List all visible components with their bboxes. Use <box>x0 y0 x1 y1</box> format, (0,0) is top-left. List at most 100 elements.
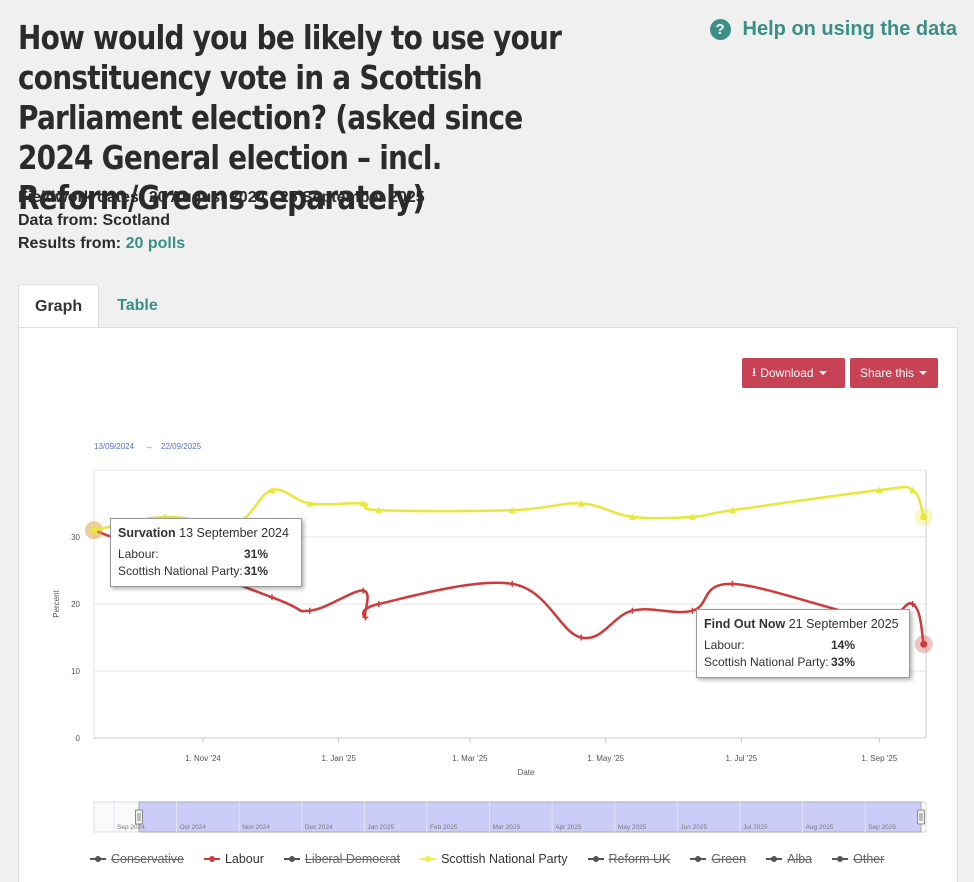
tooltip-last-poll: Find Out Now 21 September 2025 Labour: 14… <box>696 609 910 678</box>
x-tick-label: 1. Jan '25 <box>321 754 356 763</box>
labour-point[interactable] <box>578 634 585 641</box>
legend-item[interactable]: Scottish National Party <box>420 852 568 866</box>
scottish-national-party-point[interactable] <box>359 500 367 507</box>
range-navigator[interactable]: Sep 2024 Oct 2024 Nov 2024 Dec 2024 Jan 2025… <box>93 801 927 833</box>
fieldwork-label: Fieldwork dates: <box>18 189 145 206</box>
legend-symbol-icon <box>90 856 106 862</box>
legend-label: Green <box>711 852 747 866</box>
legend-item[interactable]: Green <box>690 852 746 866</box>
legend-symbol-icon <box>203 856 220 862</box>
navigator-month-label: Feb 2025 <box>430 824 458 831</box>
scottish-national-party-point[interactable] <box>728 506 736 514</box>
page-title: How would you be likely to use your cons… <box>18 19 562 217</box>
labour-point[interactable] <box>362 614 369 621</box>
x-tick-label: 1. Nov '24 <box>185 754 221 763</box>
legend-item[interactable]: Labour <box>203 852 264 866</box>
tooltip-value: 33% <box>830 655 855 669</box>
legend-item[interactable]: Alba <box>766 852 812 866</box>
y-tick-label: 20 <box>71 600 80 609</box>
poll-metadata: Fieldwork dates: 20 August 2024 - 25 Sep… <box>18 186 425 255</box>
labour-hover-point <box>920 640 928 648</box>
polls-link[interactable]: 20 polls <box>125 235 186 252</box>
tooltip-first-poll: Survation 13 September 2024 Labour: 31% S… <box>110 518 302 587</box>
axes: 0 10 20 30 1. Nov '24 1. Jan '25 1. Mar '25 1. … <box>52 533 898 777</box>
scottish-national-party-hover-point <box>90 526 98 534</box>
legend-label: Scottish National Party <box>441 852 568 866</box>
navigator-month-label: Apr 2025 <box>555 824 582 831</box>
tooltip-value: 31% <box>243 564 268 578</box>
navigator-month-label: Sep 2025 <box>868 824 896 831</box>
x-tick-label: 1. May '25 <box>587 754 624 763</box>
scottish-national-party-point[interactable] <box>306 500 314 507</box>
navigator-month-label: Dec 2024 <box>305 824 333 831</box>
y-tick-label: 30 <box>71 533 80 542</box>
download-label: Download <box>760 366 814 380</box>
labour-point[interactable] <box>306 607 313 614</box>
labour-point[interactable] <box>360 587 367 594</box>
scottish-national-party-point[interactable] <box>577 500 585 507</box>
legend-symbol-icon <box>832 856 849 862</box>
tooltip-date: 13 September 2024 <box>179 526 289 540</box>
labour-point[interactable] <box>909 601 916 607</box>
tab-graph[interactable]: Graph <box>18 284 100 329</box>
chevron-down-icon <box>818 371 827 375</box>
scottish-national-party-point[interactable] <box>268 486 276 494</box>
results-label: Results from: <box>18 235 122 252</box>
tab-table[interactable]: Table <box>117 297 158 314</box>
line-chart[interactable]: 13/09/2024 → 22/09/2025 0 10 20 30 1. Nov '2… <box>39 400 939 882</box>
labour-point[interactable] <box>729 580 736 587</box>
range-from: 13/09/2024 <box>94 442 135 451</box>
tooltip-label: Labour: <box>704 638 745 652</box>
labour-point[interactable] <box>268 594 275 601</box>
datafrom-label: Data from: <box>18 212 99 229</box>
share-button[interactable]: Share this <box>850 358 938 388</box>
help-link[interactable]: ? Help on using the data <box>709 18 957 41</box>
tooltip-label: Scottish National Party: <box>118 564 243 578</box>
scottish-national-party-point[interactable] <box>508 506 516 514</box>
legend-item[interactable]: Conservative <box>90 852 184 866</box>
legend-label: Other <box>853 852 885 866</box>
legend-item[interactable]: Reform UK <box>587 852 671 866</box>
fieldwork-value: 20 August 2024 - 25 September 2025 <box>148 189 425 206</box>
labour-point[interactable] <box>629 607 636 614</box>
help-label: Help on using the data <box>742 18 957 40</box>
labour-point[interactable] <box>375 601 382 607</box>
legend-label: Reform UK <box>608 852 671 866</box>
legend-label: Liberal Democrat <box>304 852 401 866</box>
navigator-handle[interactable] <box>917 809 925 825</box>
y-axis-title: Percent <box>52 589 61 617</box>
scottish-national-party-point[interactable] <box>688 513 696 520</box>
legend-item[interactable]: Other <box>832 852 884 866</box>
tooltip-label: Scottish National Party: <box>704 655 829 669</box>
legend-item[interactable]: Liberal Democrat <box>283 852 401 866</box>
labour-point[interactable] <box>689 607 696 614</box>
tooltip-value: 31% <box>243 547 268 561</box>
tooltip-label: Labour: <box>118 547 159 561</box>
navigator-month-label: Jun 2025 <box>680 824 707 831</box>
download-button[interactable]: ⭳ Download <box>742 358 845 388</box>
navigator-handle[interactable] <box>135 809 143 825</box>
legend-symbol-icon <box>283 856 300 862</box>
x-tick-label: 1. Mar '25 <box>452 754 488 763</box>
legend-symbol-icon <box>587 856 604 862</box>
chart-legend: Conservative Labour Liberal Democrat Scotti… <box>90 852 904 866</box>
labour-point[interactable] <box>509 580 516 587</box>
navigator-month-label: Aug 2025 <box>806 824 834 831</box>
share-label: Share this <box>860 366 915 380</box>
y-tick-label: 10 <box>71 667 80 676</box>
scottish-national-party-point[interactable] <box>628 513 636 520</box>
question-icon: ? <box>709 19 731 40</box>
scottish-national-party-point[interactable] <box>909 486 917 494</box>
tooltip-date: 21 September 2025 <box>788 617 899 631</box>
scottish-national-party-point[interactable] <box>375 506 383 514</box>
tooltip-pollster: Find Out Now <box>704 617 786 631</box>
legend-symbol-icon <box>690 856 707 862</box>
legend-label: Labour <box>224 852 264 866</box>
scottish-national-party-point[interactable] <box>875 486 883 494</box>
x-axis-title: Date <box>518 768 535 777</box>
legend-label: Alba <box>787 852 813 866</box>
navigator-month-label: Jan 2025 <box>367 824 394 831</box>
tooltip-value: 14% <box>830 638 855 652</box>
navigator-month-label: Jul 2025 <box>743 824 768 831</box>
legend-label: Conservative <box>111 852 184 866</box>
